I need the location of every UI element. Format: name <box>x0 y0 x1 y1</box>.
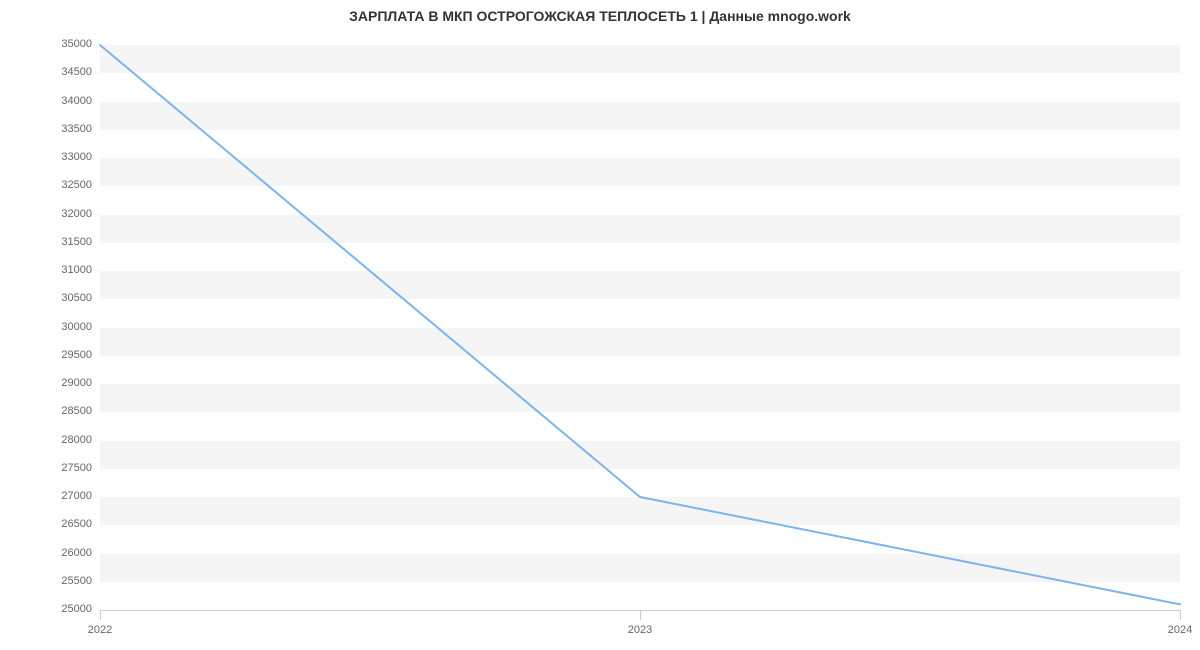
y-tick-label: 27000 <box>42 490 92 502</box>
x-tick-mark <box>640 610 641 620</box>
x-tick-mark <box>100 610 101 620</box>
y-tick-label: 25500 <box>42 575 92 587</box>
y-tick-label: 25000 <box>42 603 92 615</box>
y-tick-label: 32500 <box>42 179 92 191</box>
y-tick-label: 35000 <box>42 38 92 50</box>
x-tick-label: 2024 <box>1150 624 1200 636</box>
salary-series <box>100 45 1180 610</box>
y-tick-label: 30500 <box>42 292 92 304</box>
y-tick-label: 33000 <box>42 151 92 163</box>
y-tick-label: 32000 <box>42 208 92 220</box>
y-tick-label: 31000 <box>42 264 92 276</box>
chart-title: ЗАРПЛАТА В МКП ОСТРОГОЖСКАЯ ТЕПЛОСЕТЬ 1 … <box>0 8 1200 24</box>
y-tick-label: 31500 <box>42 236 92 248</box>
x-tick-label: 2023 <box>610 624 670 636</box>
y-tick-label: 28500 <box>42 405 92 417</box>
y-tick-label: 33500 <box>42 123 92 135</box>
y-tick-label: 34500 <box>42 66 92 78</box>
y-tick-label: 26500 <box>42 518 92 530</box>
y-tick-label: 27500 <box>42 462 92 474</box>
plot-area: 2500025500260002650027000275002800028500… <box>100 45 1180 610</box>
y-tick-label: 30000 <box>42 321 92 333</box>
salary-line-chart: ЗАРПЛАТА В МКП ОСТРОГОЖСКАЯ ТЕПЛОСЕТЬ 1 … <box>0 0 1200 650</box>
x-tick-label: 2022 <box>70 624 130 636</box>
x-tick-mark <box>1180 610 1181 620</box>
y-tick-label: 34000 <box>42 95 92 107</box>
y-tick-label: 28000 <box>42 434 92 446</box>
y-tick-label: 26000 <box>42 547 92 559</box>
y-tick-label: 29000 <box>42 377 92 389</box>
y-tick-label: 29500 <box>42 349 92 361</box>
